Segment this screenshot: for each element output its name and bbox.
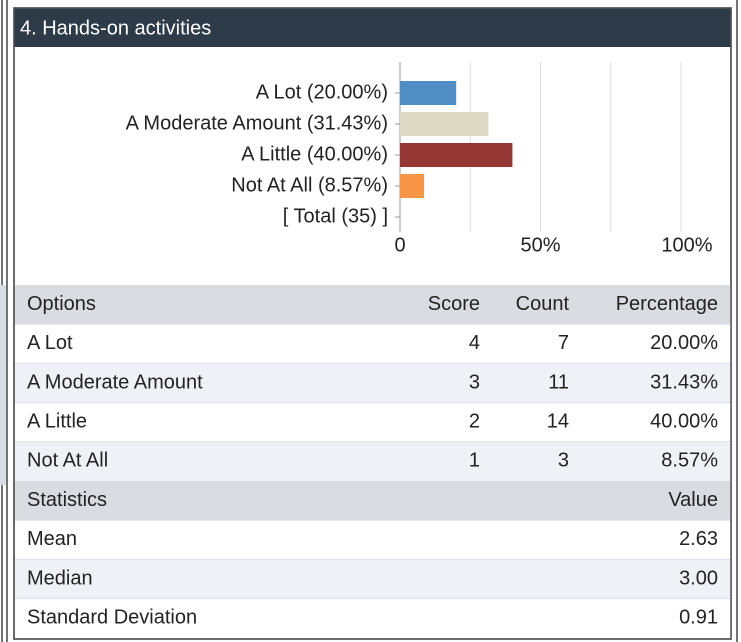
table-cell: 2.63 — [679, 528, 718, 550]
column-header: Options — [27, 293, 96, 315]
table-cell: Not At All — [27, 450, 108, 472]
y-tick-label: Not At All (8.57%) — [231, 174, 388, 196]
side-stub — [0, 285, 6, 485]
table-cell: A Moderate Amount — [27, 371, 203, 393]
table-row — [15, 363, 731, 403]
bar — [400, 112, 489, 136]
table-cell: 31.43% — [650, 371, 718, 393]
x-tick-label: 0 — [394, 234, 405, 256]
header-bar — [14, 8, 731, 47]
y-tick-label: A Little (40.00%) — [241, 143, 388, 165]
table-row — [15, 441, 731, 481]
table-cell: 3 — [469, 371, 480, 393]
bar — [400, 81, 457, 105]
table-cell: 1 — [469, 450, 480, 472]
y-tick-label: [ Total (35) ] — [283, 205, 388, 227]
bar — [400, 174, 425, 198]
header-title: 4. Hands-on activities — [20, 17, 211, 39]
table-row — [15, 598, 731, 638]
x-tick-label: 100% — [661, 234, 712, 256]
table-row — [15, 402, 731, 442]
panel-border — [13, 7, 732, 640]
table-row — [15, 559, 731, 599]
table-cell: 3 — [558, 450, 569, 472]
table-cell: 0.91 — [679, 606, 718, 628]
table-header-row — [15, 285, 731, 325]
table-cell: 40.00% — [650, 410, 718, 432]
table-cell: Standard Deviation — [27, 606, 197, 628]
table-cell: 3.00 — [679, 567, 718, 589]
table-cell: A Lot — [27, 332, 73, 354]
column-header: Count — [516, 293, 570, 315]
table-row — [15, 520, 731, 560]
table-cell: 4 — [469, 332, 480, 354]
y-tick-label: A Moderate Amount (31.43%) — [126, 112, 388, 134]
table-cell: 7 — [558, 332, 569, 354]
column-header: Value — [668, 489, 718, 511]
table-cell: 8.57% — [661, 450, 718, 472]
bar — [400, 143, 513, 167]
table-cell: Median — [27, 567, 93, 589]
table-row — [15, 324, 731, 364]
table-cell: 11 — [548, 371, 569, 393]
table-cell: A Little — [27, 410, 87, 432]
table-cell: 14 — [547, 410, 569, 432]
table-cell: Mean — [27, 528, 77, 550]
table-cell: 20.00% — [650, 332, 718, 354]
column-header: Score — [428, 293, 480, 315]
x-tick-label: 50% — [520, 234, 560, 256]
table-header-row — [15, 481, 731, 521]
y-tick-label: A Lot (20.00%) — [256, 81, 388, 103]
table-cell: 2 — [469, 410, 480, 432]
column-header: Percentage — [616, 293, 718, 315]
column-header: Statistics — [27, 489, 107, 511]
